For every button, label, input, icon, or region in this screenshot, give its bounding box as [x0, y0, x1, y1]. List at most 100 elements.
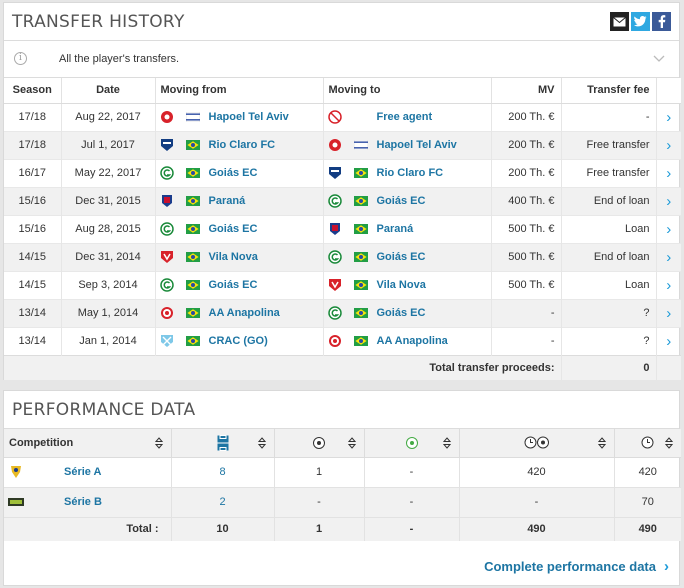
chevron-right-icon[interactable]: › [656, 270, 681, 299]
moving-to-cell: Goiás EC [323, 298, 492, 327]
performance-data-box: PERFORMANCE DATA Competition [3, 390, 681, 586]
moving-from-club-link[interactable]: Hapoel Tel Aviv [208, 111, 289, 123]
transfer-date: Sep 3, 2014 [61, 270, 156, 299]
transfer-market-value: 200 Th. € [491, 158, 562, 187]
goias-crest-icon [159, 166, 174, 180]
chevron-right-icon[interactable]: › [656, 242, 681, 271]
moving-from-club-link[interactable]: Goiás EC [208, 223, 258, 235]
moving-to-club-link[interactable]: Rio Claro FC [376, 167, 444, 179]
competition-link[interactable]: Série B [64, 496, 102, 508]
brazil-flag-icon [353, 196, 368, 206]
twitter-share-button[interactable] [631, 12, 650, 31]
transfer-date: Aug 28, 2015 [61, 214, 156, 243]
minutes-per-goal-value: 420 [459, 456, 615, 487]
chevron-right-icon[interactable]: › [656, 214, 681, 243]
none-flag-icon [354, 112, 368, 122]
transfer-row[interactable]: 15/16 Dec 31, 2015 Paraná Goiás EC 400 Th. €… [4, 186, 681, 215]
moving-from-club-link[interactable]: CRAC (GO) [208, 335, 268, 347]
header-minutes-per-goal[interactable] [459, 429, 615, 458]
sort-arrows-icon[interactable] [597, 437, 606, 449]
share-buttons [610, 12, 671, 31]
moving-to-club-link[interactable]: Free agent [376, 111, 433, 123]
header-spacer [656, 78, 681, 104]
rioclaro-crest-icon [328, 166, 342, 180]
parana-crest-icon [160, 194, 174, 208]
email-share-button[interactable] [610, 12, 629, 31]
moving-to-club-link[interactable]: Goiás EC [376, 251, 426, 263]
sort-arrows-icon[interactable] [257, 437, 266, 449]
chevron-right-icon[interactable]: › [656, 102, 681, 131]
complete-performance-data-label: Complete performance data [484, 559, 656, 574]
performance-table: Competition [4, 429, 681, 541]
israel-flag-icon [185, 111, 200, 123]
competition-link[interactable]: Série A [64, 466, 102, 478]
serie-b-logo-icon [8, 495, 24, 509]
brazil-flag-icon [185, 224, 200, 234]
chevron-right-icon[interactable]: › [656, 130, 681, 159]
moving-from-club-link[interactable]: Goiás EC [208, 279, 258, 291]
minutes-per-goal-icon [524, 436, 549, 449]
header-competition[interactable]: Competition [4, 429, 172, 458]
sort-arrows-icon[interactable] [154, 437, 163, 449]
moving-to-club-link[interactable]: Hapoel Tel Aviv [376, 139, 457, 151]
transfer-history-title: TRANSFER HISTORY [12, 12, 185, 32]
transfer-market-value: - [491, 298, 562, 327]
chevron-right-icon[interactable]: › [656, 298, 681, 327]
sort-arrows-icon[interactable] [665, 437, 673, 449]
transfer-market-value: 200 Th. € [491, 102, 562, 131]
transfer-info-row[interactable]: i All the player's transfers. [4, 41, 679, 78]
facebook-share-button[interactable] [652, 12, 671, 31]
transfer-date: May 1, 2014 [61, 298, 156, 327]
complete-performance-data-link[interactable]: Complete performance data › [484, 558, 669, 575]
header-goals[interactable] [274, 429, 365, 458]
moving-from-club-link[interactable]: Paraná [208, 195, 246, 207]
chevron-down-icon[interactable] [653, 52, 665, 64]
transfer-season: 15/16 [4, 186, 62, 215]
header-appearances[interactable] [171, 429, 275, 458]
transfer-row[interactable]: 13/14 Jan 1, 2014 CRAC (GO) AA Anapolina -? › [4, 326, 681, 355]
transfer-season: 14/15 [4, 270, 62, 299]
performance-table-header: Competition [4, 429, 681, 458]
transfer-row[interactable]: 14/15 Dec 31, 2014 Vila Nova Goiás EC 500 Th… [4, 242, 681, 271]
moving-to-club-link[interactable]: Goiás EC [376, 307, 426, 319]
transfer-row[interactable]: 16/17 May 22, 2017 Goiás EC Rio Claro FC 200… [4, 158, 681, 187]
header-minutes-played[interactable] [614, 429, 681, 458]
transfer-market-value: 500 Th. € [491, 214, 562, 243]
moving-to-club-link[interactable]: Goiás EC [376, 195, 426, 207]
header-assists[interactable] [364, 429, 460, 458]
facebook-f-icon [658, 15, 665, 28]
chevron-right-icon[interactable]: › [656, 158, 681, 187]
moving-from-club-link[interactable]: Goiás EC [208, 167, 258, 179]
moving-to-club-link[interactable]: Paraná [376, 223, 414, 235]
moving-to-cell: Rio Claro FC [323, 158, 492, 187]
moving-to-club-link[interactable]: AA Anapolina [376, 335, 448, 347]
sort-arrows-icon[interactable] [442, 437, 451, 449]
info-icon: i [14, 52, 27, 65]
moving-to-club-link[interactable]: Vila Nova [376, 279, 426, 291]
transfer-row[interactable]: 17/18 Jul 1, 2017 Rio Claro FC Hapoel Tel A… [4, 130, 681, 159]
moving-from-club-link[interactable]: AA Anapolina [208, 307, 280, 319]
vilanova-crest-icon [328, 278, 342, 292]
transfer-date: May 22, 2017 [61, 158, 156, 187]
transfer-history-header: TRANSFER HISTORY [4, 3, 679, 41]
transfer-market-value: 500 Th. € [491, 270, 562, 299]
chevron-right-icon[interactable]: › [656, 326, 681, 355]
transfer-market-value: 400 Th. € [491, 186, 562, 215]
goias-crest-icon [159, 278, 174, 292]
transfer-row[interactable]: 15/16 Aug 28, 2015 Goiás EC Paraná 500 Th. €… [4, 214, 681, 243]
brazil-flag-icon [185, 140, 200, 150]
transfer-row[interactable]: 13/14 May 1, 2014 AA Anapolina Goiás EC -? › [4, 298, 681, 327]
moving-to-cell: Goiás EC [323, 186, 492, 215]
transfer-fee: ? [561, 326, 657, 355]
sort-arrows-icon[interactable] [347, 437, 356, 449]
moving-from-club-link[interactable]: Vila Nova [208, 251, 258, 263]
appearances-link[interactable]: 2 [171, 486, 275, 517]
transfer-total-row: Total transfer proceeds: 0 [4, 354, 681, 380]
chevron-right-icon[interactable]: › [656, 186, 681, 215]
appearances-link[interactable]: 8 [171, 456, 275, 487]
transfer-row[interactable]: 17/18 Aug 22, 2017 Hapoel Tel Aviv Free age… [4, 102, 681, 131]
moving-to-cell: AA Anapolina [323, 326, 492, 355]
moving-from-club-link[interactable]: Rio Claro FC [208, 139, 276, 151]
transfer-row[interactable]: 14/15 Sep 3, 2014 Goiás EC Vila Nova 500 Th.… [4, 270, 681, 299]
moving-to-cell: Paraná [323, 214, 492, 243]
